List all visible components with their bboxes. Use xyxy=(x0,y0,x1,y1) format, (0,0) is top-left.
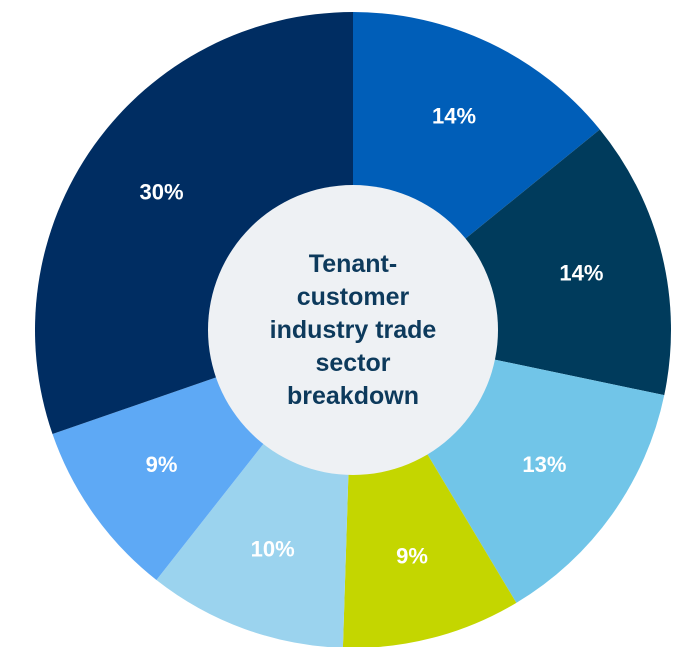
slice-label: 30% xyxy=(140,179,184,204)
slice-label: 10% xyxy=(251,537,295,562)
slice-label: 13% xyxy=(522,452,566,477)
chart-title: Tenant-customer industry trade sector br… xyxy=(269,249,437,410)
slice-label: 14% xyxy=(559,260,603,285)
slice-label: 14% xyxy=(432,104,476,129)
slice-label: 9% xyxy=(396,543,428,568)
slice-label: 9% xyxy=(146,452,178,477)
donut-hole xyxy=(208,185,498,475)
